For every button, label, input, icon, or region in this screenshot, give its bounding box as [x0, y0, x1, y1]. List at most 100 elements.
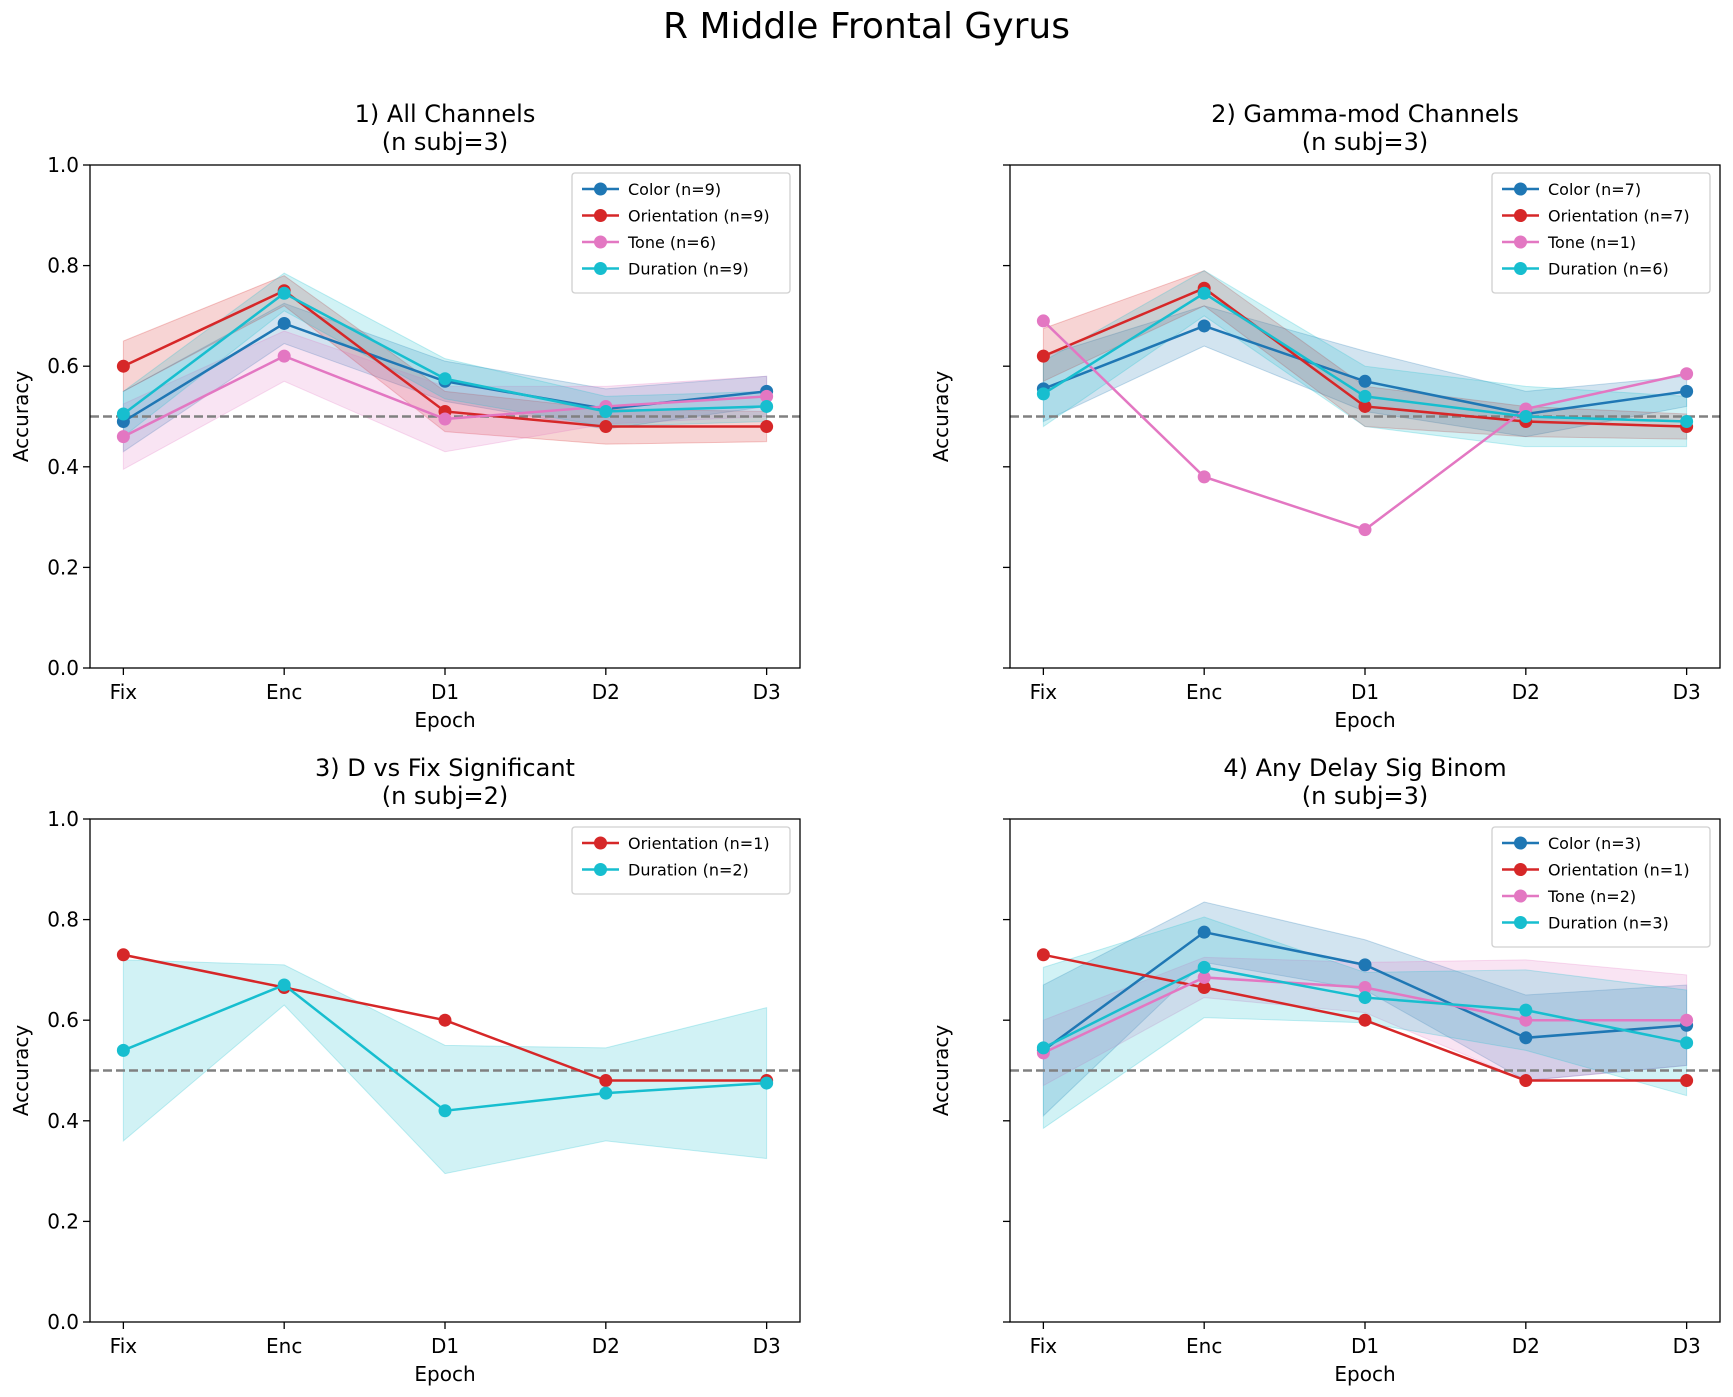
legend-entry: Orientation (n=7)	[1548, 207, 1690, 226]
legend-entry: Orientation (n=1)	[628, 834, 770, 853]
chart-panel-2: 2) Gamma-mod Channels(n subj=3) Fix Enc D1 D…	[929, 100, 1721, 732]
y-tick-label: 1.0	[47, 807, 79, 831]
data-point-orientation	[599, 1074, 613, 1088]
x-axis-label: Epoch	[414, 708, 475, 732]
data-point-orientation	[760, 420, 774, 434]
legend: Color (n=7) Orientation (n=7) Tone (n=1) Du…	[1491, 172, 1711, 294]
data-point-tone	[277, 349, 291, 363]
x-tick-label: Fix	[110, 1334, 138, 1358]
data-point-orientation	[116, 359, 130, 373]
legend-entry: Orientation (n=9)	[628, 207, 770, 226]
ci-band-color	[1042, 901, 1688, 1117]
data-point-color	[1519, 1031, 1533, 1045]
x-tick-label: D1	[431, 680, 459, 704]
legend-swatch-marker	[594, 863, 607, 876]
y-tick-label: 1.0	[47, 153, 79, 177]
legend-entry: Color (n=9)	[628, 180, 721, 199]
x-tick-label: D1	[431, 1334, 459, 1358]
x-tick-label: Fix	[1030, 1334, 1058, 1358]
data-point-duration	[599, 1086, 613, 1100]
x-tick-label: D2	[1512, 1334, 1540, 1358]
x-tick-label: Enc	[266, 1334, 302, 1358]
y-tick-label: 0.6	[47, 1008, 79, 1032]
legend-entry: Duration (n=3)	[1548, 914, 1669, 933]
legend-entry: Orientation (n=1)	[1548, 861, 1690, 880]
data-point-orientation	[1036, 349, 1050, 363]
legend-swatch-marker	[1514, 889, 1527, 903]
data-point-color	[1197, 319, 1211, 333]
ci-band-duration	[122, 959, 768, 1175]
data-point-duration	[116, 1043, 130, 1057]
data-point-duration	[599, 404, 613, 418]
y-axis-label: Accuracy	[929, 371, 953, 462]
data-point-tone	[760, 389, 774, 403]
legend-entry: Color (n=3)	[1548, 834, 1641, 853]
figure-title: R Middle Frontal Gyrus	[663, 6, 1070, 47]
chart-panel-3: 3) D vs Fix Significant(n subj=2) 0.0 0.2 0…	[9, 754, 801, 1386]
legend: Orientation (n=1) Duration (n=2)	[571, 826, 791, 895]
panel-title: 4) Any Delay Sig Binom	[1223, 754, 1506, 782]
data-point-tone	[1358, 981, 1372, 995]
x-tick-label: D2	[592, 680, 620, 704]
panel-title: (n subj=3)	[382, 128, 509, 156]
x-tick-label: Fix	[110, 680, 138, 704]
data-point-tone	[116, 430, 130, 444]
data-point-color	[1358, 374, 1372, 388]
panel-title: (n subj=2)	[382, 782, 509, 810]
data-point-duration	[1680, 415, 1694, 429]
data-point-orientation	[116, 948, 130, 962]
y-axis-label: Accuracy	[9, 1025, 33, 1116]
data-point-orientation	[1519, 1074, 1533, 1088]
legend-swatch-marker	[1514, 262, 1527, 275]
legend-swatch-marker	[1514, 235, 1527, 249]
data-point-orientation	[599, 420, 613, 434]
legend-entry: Duration (n=2)	[628, 861, 749, 880]
x-tick-label: D2	[1512, 680, 1540, 704]
data-point-orientation	[438, 1013, 452, 1027]
x-tick-label: D3	[1673, 680, 1701, 704]
y-tick-label: 0.6	[47, 354, 79, 378]
data-point-tone	[1680, 367, 1694, 381]
legend-entry: Duration (n=6)	[1548, 260, 1669, 279]
data-point-duration	[438, 372, 452, 386]
x-tick-label: D1	[1351, 1334, 1379, 1358]
data-point-orientation	[1680, 1074, 1694, 1088]
x-axis-label: Epoch	[1334, 708, 1395, 732]
legend-entry: Duration (n=9)	[628, 260, 749, 279]
y-tick-label: 0.0	[47, 1310, 79, 1334]
y-tick-label: 0.2	[47, 555, 79, 579]
panel-title: (n subj=3)	[1302, 128, 1429, 156]
legend-entry: Color (n=7)	[1548, 180, 1641, 199]
data-point-color	[1358, 958, 1372, 972]
y-tick-label: 0.4	[47, 455, 79, 479]
y-tick-label: 0.8	[47, 908, 79, 932]
data-point-tone	[1197, 470, 1211, 484]
data-point-color	[1197, 925, 1211, 939]
x-tick-label: D2	[592, 1334, 620, 1358]
data-point-duration	[760, 399, 774, 413]
data-point-tone	[1358, 523, 1372, 537]
data-point-orientation	[1358, 399, 1372, 413]
data-point-duration	[277, 978, 291, 992]
y-tick-label: 0.4	[47, 1109, 79, 1133]
data-point-tone	[1680, 1013, 1694, 1027]
legend-swatch-marker	[1514, 836, 1527, 850]
data-point-tone	[438, 412, 452, 426]
x-tick-label: D3	[753, 1334, 781, 1358]
chart-panel-1: 1) All Channels(n subj=3) 0.0 0.2 0.4 0.6 0.8…	[9, 100, 801, 732]
data-point-duration	[1197, 286, 1211, 300]
data-point-tone	[1036, 314, 1050, 328]
chart-panel-4: 4) Any Delay Sig Binom(n subj=3) Fix Enc D1…	[929, 754, 1721, 1386]
y-tick-label: 0.8	[47, 254, 79, 278]
legend-swatch-marker	[594, 235, 607, 249]
y-axis-label: Accuracy	[9, 371, 33, 462]
data-point-duration	[1680, 1036, 1694, 1050]
y-tick-label: 0.0	[47, 656, 79, 680]
x-tick-label: Enc	[266, 680, 302, 704]
data-point-color	[1680, 384, 1694, 398]
x-axis-label: Epoch	[414, 1362, 475, 1386]
legend-box	[1491, 172, 1711, 294]
data-point-orientation	[1197, 981, 1211, 995]
legend-swatch-marker	[1514, 209, 1527, 222]
